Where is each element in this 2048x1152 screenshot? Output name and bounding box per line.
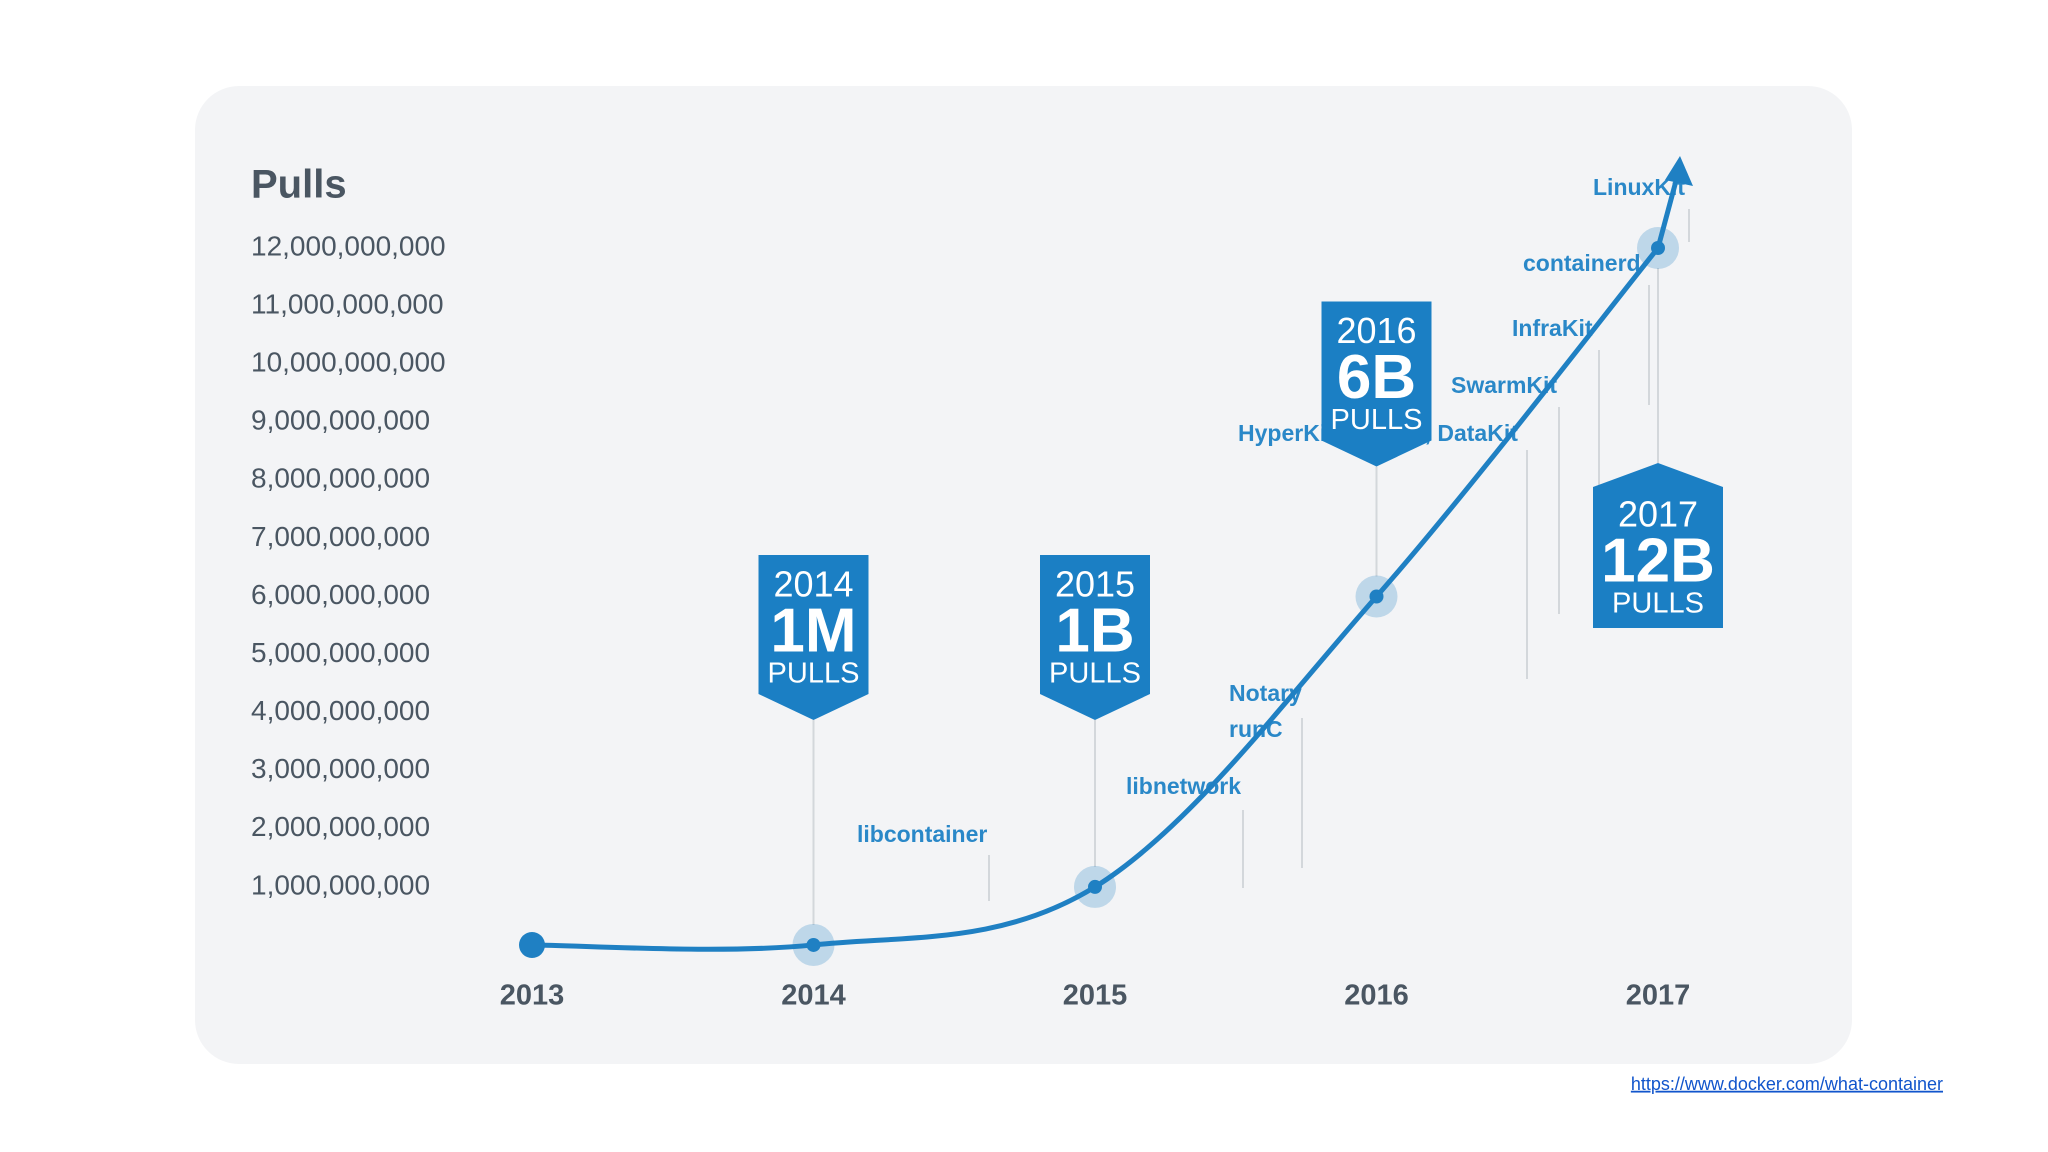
y-tick-label: 10,000,000,000 [251, 347, 446, 378]
annotation: InfraKit [1512, 315, 1593, 341]
badge [1040, 555, 1150, 720]
y-tick-label: 7,000,000,000 [251, 521, 430, 552]
card [195, 86, 1852, 1064]
badge-year: 2017 [1618, 494, 1698, 535]
badge-year: 2016 [1336, 310, 1416, 351]
x-tick-label: 2014 [781, 980, 846, 1012]
x-tick-label: 2015 [1063, 980, 1128, 1012]
y-tick-label: 1,000,000,000 [251, 869, 430, 900]
badge-unit: PULLS [1049, 658, 1141, 690]
source-text[interactable]: https://www.docker.com/what-container [1631, 1074, 1943, 1094]
annotation: SwarmKit [1451, 372, 1557, 398]
x-tick-label: 2013 [500, 980, 565, 1012]
y-tick-label: 4,000,000,000 [251, 695, 430, 726]
badge-year: 2014 [773, 564, 853, 605]
y-tick-label: 8,000,000,000 [251, 463, 430, 494]
badge-value: 6B [1337, 343, 1416, 412]
y-tick-label: 9,000,000,000 [251, 405, 430, 436]
annotation: Notary [1229, 680, 1302, 706]
annotation: libnetwork [1126, 773, 1241, 799]
y-tick-label: 3,000,000,000 [251, 753, 430, 784]
y-tick-label: 12,000,000,000 [251, 230, 446, 261]
point [806, 937, 821, 952]
badge [1593, 463, 1723, 628]
badge [758, 555, 869, 720]
badge [1321, 301, 1432, 467]
y-tick-label: 11,000,000,000 [251, 288, 444, 319]
y-tick-label: 2,000,000,000 [251, 811, 430, 842]
arrow-head [1665, 156, 1693, 186]
badge-value: 1B [1055, 596, 1134, 665]
badge-unit: PULLS [1612, 588, 1704, 620]
y-axis-title: Pulls [251, 163, 347, 207]
badge-year: 2015 [1055, 564, 1135, 605]
x-tick-label: 2017 [1626, 980, 1691, 1012]
source-link[interactable]: https://www.docker.com/what-container [1631, 1074, 1943, 1094]
annotation: libcontainer [857, 821, 987, 847]
badge-unit: PULLS [768, 658, 860, 690]
trend-line [531, 246, 1660, 952]
badge-value: 1M [770, 596, 856, 665]
badge-value: 12B [1601, 526, 1715, 595]
x-tick-label: 2016 [1344, 980, 1409, 1012]
point [519, 932, 545, 958]
badge-unit: PULLS [1331, 404, 1423, 436]
point [1088, 879, 1102, 894]
y-tick-label: 6,000,000,000 [251, 579, 430, 610]
point [1369, 589, 1384, 604]
annotation: containerd [1523, 250, 1641, 276]
point [1651, 241, 1665, 255]
y-tick-label: 5,000,000,000 [251, 637, 430, 668]
